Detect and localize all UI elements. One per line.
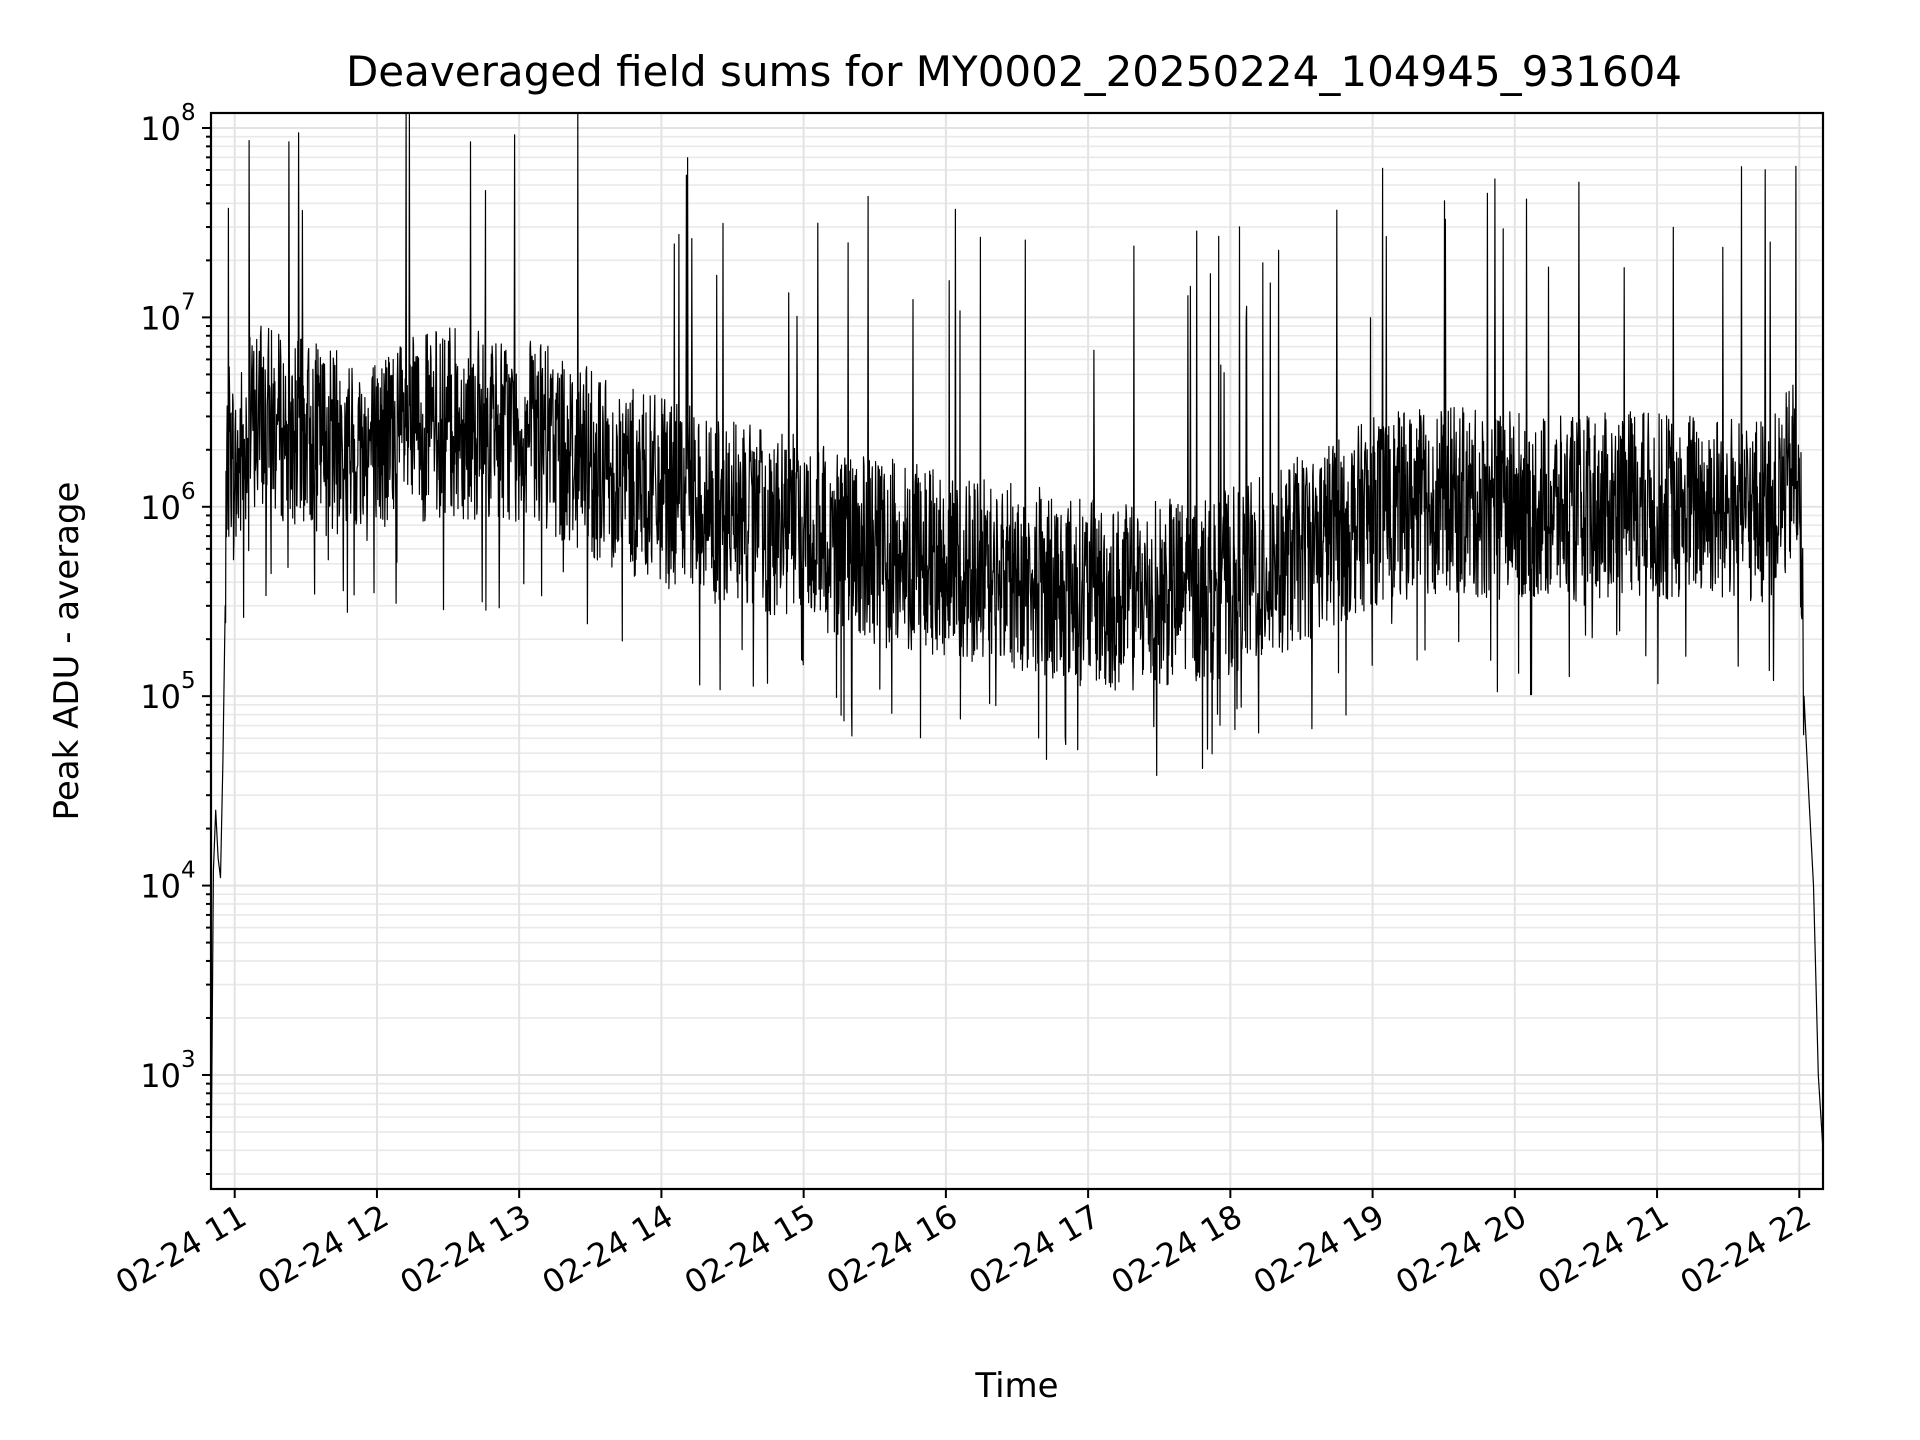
y-tick-exponent: 7 <box>181 289 196 315</box>
y-tick-label: 410 <box>140 858 195 906</box>
y-tick-base: 10 <box>140 110 181 148</box>
y-tick-exponent: 6 <box>181 479 196 505</box>
x-tick-label: 02-24 20 <box>1389 1197 1533 1302</box>
x-tick-label: 02-24 22 <box>1674 1197 1818 1302</box>
y-tick-label: 610 <box>140 479 195 527</box>
y-tick-base: 10 <box>140 868 181 906</box>
y-tick-exponent: 4 <box>181 858 196 884</box>
x-tick-label: 02-24 19 <box>1247 1197 1391 1302</box>
axes-frame <box>209 111 1825 1191</box>
y-axis-label: Peak ADU - average <box>47 482 87 821</box>
x-tick-label: 02-24 17 <box>963 1197 1107 1302</box>
y-tick-base: 10 <box>140 489 181 527</box>
grid <box>211 113 1823 1189</box>
x-tick-label: 02-24 15 <box>678 1197 822 1302</box>
x-axis-label: Time <box>974 1366 1058 1406</box>
series-line <box>210 112 1824 1190</box>
chart-title: Deaveraged field sums for MY0002_2025022… <box>346 47 1682 96</box>
x-tick-label: 02-24 12 <box>251 1197 395 1302</box>
y-tick-base: 10 <box>140 299 181 337</box>
x-tick-label: 02-24 16 <box>820 1197 964 1302</box>
plot-area <box>209 111 1825 1191</box>
y-tick-label: 510 <box>140 668 195 716</box>
y-tick-exponent: 5 <box>181 668 196 694</box>
y-tick-base: 10 <box>140 1057 181 1095</box>
x-tick-label: 02-24 18 <box>1105 1197 1249 1302</box>
y-tick-label: 310 <box>140 1047 195 1095</box>
x-tick-label: 02-24 13 <box>394 1197 538 1302</box>
y-tick-exponent: 3 <box>181 1047 196 1073</box>
x-tick-label: 02-24 14 <box>536 1197 680 1302</box>
x-tick-label: 02-24 11 <box>109 1197 253 1302</box>
y-tick-label: 810 <box>140 100 195 148</box>
y-tick-exponent: 8 <box>181 100 196 126</box>
series-layer <box>210 112 1824 1190</box>
x-tick-label: 02-24 21 <box>1531 1197 1675 1302</box>
y-tick-base: 10 <box>140 678 181 716</box>
y-tick-label: 710 <box>140 289 195 337</box>
